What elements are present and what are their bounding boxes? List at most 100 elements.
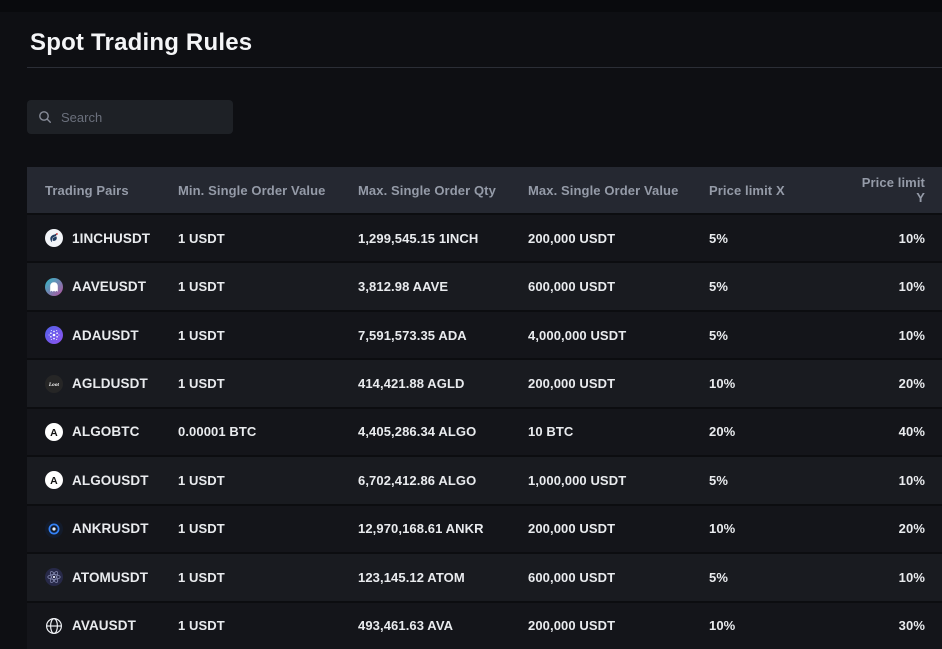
trading-pair-cell: AVAUSDT bbox=[27, 617, 178, 635]
max-single-order-qty: 1,299,545.15 1INCH bbox=[358, 230, 479, 246]
search-icon bbox=[39, 111, 51, 123]
page-title: Spot Trading Rules bbox=[30, 29, 253, 56]
price-limit-y: 30% bbox=[898, 618, 925, 634]
min-single-order-value: 1 USDT bbox=[178, 618, 225, 634]
trading-pair-cell: Loot AGLDUSDT bbox=[27, 374, 178, 393]
agld-coin-icon: Loot bbox=[45, 374, 63, 393]
atom-coin-icon bbox=[45, 568, 63, 587]
aave-coin-icon bbox=[45, 277, 63, 296]
price-limit-x: 5% bbox=[709, 327, 728, 343]
max-single-order-value: 200,000 USDT bbox=[528, 618, 616, 634]
trading-pair-cell: AAVEUSDT bbox=[27, 277, 178, 296]
max-single-order-value: 200,000 USDT bbox=[528, 376, 616, 392]
min-single-order-value: 1 USDT bbox=[178, 569, 225, 585]
max-single-order-qty: 4,405,286.34 ALGO bbox=[358, 424, 477, 440]
table-row-atomusdt[interactable]: ATOMUSDT 1 USDT 123,145.12 ATOM 600,000 USD… bbox=[27, 552, 942, 601]
pair-name: ALGOUSDT bbox=[72, 472, 149, 488]
spot-trading-rules-page: Spot Trading Rules Trading Pairs Min. Sin… bbox=[0, 12, 942, 649]
top-strip bbox=[0, 0, 942, 12]
ankr-coin-icon bbox=[45, 519, 63, 538]
algo-coin-icon: A bbox=[45, 471, 63, 490]
1inch-coin-icon bbox=[45, 229, 63, 248]
pair-name: ALGOBTC bbox=[72, 424, 140, 440]
price-limit-y: 10% bbox=[898, 472, 925, 488]
max-single-order-qty: 3,812.98 AAVE bbox=[358, 279, 449, 295]
price-limit-y: 10% bbox=[898, 230, 925, 246]
max-single-order-qty: 414,421.88 AGLD bbox=[358, 376, 465, 392]
price-limit-y: 20% bbox=[898, 376, 925, 392]
pair-name: 1INCHUSDT bbox=[72, 230, 151, 246]
column-header-maxVal: Max. Single Order Value bbox=[528, 182, 679, 198]
table-header-row: Trading Pairs Min. Single Order Value Max.… bbox=[27, 167, 942, 213]
price-limit-x: 5% bbox=[709, 472, 728, 488]
svg-text:A: A bbox=[50, 427, 58, 439]
pair-name: ANKRUSDT bbox=[72, 521, 149, 537]
trading-pair-cell: 1INCHUSDT bbox=[27, 229, 178, 248]
trading-pair-cell: ANKRUSDT bbox=[27, 519, 178, 538]
trading-pair-cell: ATOMUSDT bbox=[27, 568, 178, 587]
column-header-maxQty: Max. Single Order Qty bbox=[358, 182, 496, 198]
svg-text:A: A bbox=[50, 475, 58, 487]
max-single-order-value: 10 BTC bbox=[528, 424, 574, 440]
price-limit-x: 10% bbox=[709, 376, 736, 392]
ava-coin-icon bbox=[45, 617, 63, 635]
column-header-limitY: Price limit Y bbox=[861, 175, 925, 205]
algo-coin-icon: A bbox=[45, 422, 63, 441]
min-single-order-value: 1 USDT bbox=[178, 472, 225, 488]
svg-text:Loot: Loot bbox=[48, 381, 60, 387]
price-limit-x: 5% bbox=[709, 569, 728, 585]
price-limit-y: 10% bbox=[898, 569, 925, 585]
column-header-limitX: Price limit X bbox=[709, 182, 785, 198]
pair-name: AVAUSDT bbox=[72, 618, 136, 634]
pair-name: ATOMUSDT bbox=[72, 569, 149, 585]
table-body: 1INCHUSDT 1 USDT 1,299,545.15 1INCH 200,000… bbox=[27, 213, 942, 649]
price-limit-x: 20% bbox=[709, 424, 736, 440]
column-header-pair: Trading Pairs bbox=[45, 182, 129, 198]
price-limit-y: 10% bbox=[898, 327, 925, 343]
trading-rules-table: Trading Pairs Min. Single Order Value Max.… bbox=[27, 167, 942, 649]
table-row-avausdt[interactable]: AVAUSDT 1 USDT 493,461.63 AVA 200,000 USDT 1… bbox=[27, 600, 942, 649]
max-single-order-value: 200,000 USDT bbox=[528, 230, 616, 246]
max-single-order-qty: 12,970,168.61 ANKR bbox=[358, 521, 484, 537]
max-single-order-value: 200,000 USDT bbox=[528, 521, 616, 537]
max-single-order-value: 1,000,000 USDT bbox=[528, 472, 627, 488]
table-row-agldusdt[interactable]: Loot AGLDUSDT 1 USDT 414,421.88 AGLD 200,000… bbox=[27, 358, 942, 407]
column-header-min: Min. Single Order Value bbox=[178, 182, 326, 198]
table-row-algousdt[interactable]: A ALGOUSDT 1 USDT 6,702,412.86 ALGO 1,000,00… bbox=[27, 455, 942, 504]
table-row-1inchusdt[interactable]: 1INCHUSDT 1 USDT 1,299,545.15 1INCH 200,000… bbox=[27, 213, 942, 262]
table-row-ankrusdt[interactable]: ANKRUSDT 1 USDT 12,970,168.61 ANKR 200,000 … bbox=[27, 503, 942, 553]
trading-pair-cell: A ALGOBTC bbox=[27, 422, 178, 441]
price-limit-y: 10% bbox=[898, 279, 925, 295]
min-single-order-value: 1 USDT bbox=[178, 230, 225, 246]
search-input[interactable] bbox=[59, 108, 222, 126]
max-single-order-qty: 6,702,412.86 ALGO bbox=[358, 472, 477, 488]
pair-name: AGLDUSDT bbox=[72, 376, 148, 392]
max-single-order-value: 4,000,000 USDT bbox=[528, 327, 627, 343]
price-limit-x: 10% bbox=[709, 521, 736, 537]
pair-name: AAVEUSDT bbox=[72, 279, 147, 295]
table-row-aaveusdt[interactable]: AAVEUSDT 1 USDT 3,812.98 AAVE 600,000 USDT 5… bbox=[27, 261, 942, 310]
table-row-algobtc[interactable]: A ALGOBTC 0.00001 BTC 4,405,286.34 ALGO 10 B… bbox=[27, 406, 942, 456]
min-single-order-value: 1 USDT bbox=[178, 327, 225, 343]
min-single-order-value: 1 USDT bbox=[178, 279, 225, 295]
table-row-adausdt[interactable]: ADAUSDT 1 USDT 7,591,573.35 ADA 4,000,000 U… bbox=[27, 309, 942, 359]
min-single-order-value: 1 USDT bbox=[178, 521, 225, 537]
pair-name: ADAUSDT bbox=[72, 327, 139, 343]
price-limit-x: 5% bbox=[709, 279, 728, 295]
search-box[interactable] bbox=[27, 100, 233, 134]
max-single-order-value: 600,000 USDT bbox=[528, 569, 616, 585]
price-limit-x: 5% bbox=[709, 230, 728, 246]
price-limit-y: 20% bbox=[898, 521, 925, 537]
max-single-order-qty: 7,591,573.35 ADA bbox=[358, 327, 467, 343]
max-single-order-value: 600,000 USDT bbox=[528, 279, 616, 295]
trading-pair-cell: A ALGOUSDT bbox=[27, 471, 178, 490]
trading-pair-cell: ADAUSDT bbox=[27, 326, 178, 345]
price-limit-y: 40% bbox=[898, 424, 925, 440]
ada-coin-icon bbox=[45, 326, 63, 345]
title-divider bbox=[27, 67, 942, 68]
min-single-order-value: 1 USDT bbox=[178, 376, 225, 392]
min-single-order-value: 0.00001 BTC bbox=[178, 424, 257, 440]
max-single-order-qty: 123,145.12 ATOM bbox=[358, 569, 465, 585]
price-limit-x: 10% bbox=[709, 618, 736, 634]
max-single-order-qty: 493,461.63 AVA bbox=[358, 618, 454, 634]
